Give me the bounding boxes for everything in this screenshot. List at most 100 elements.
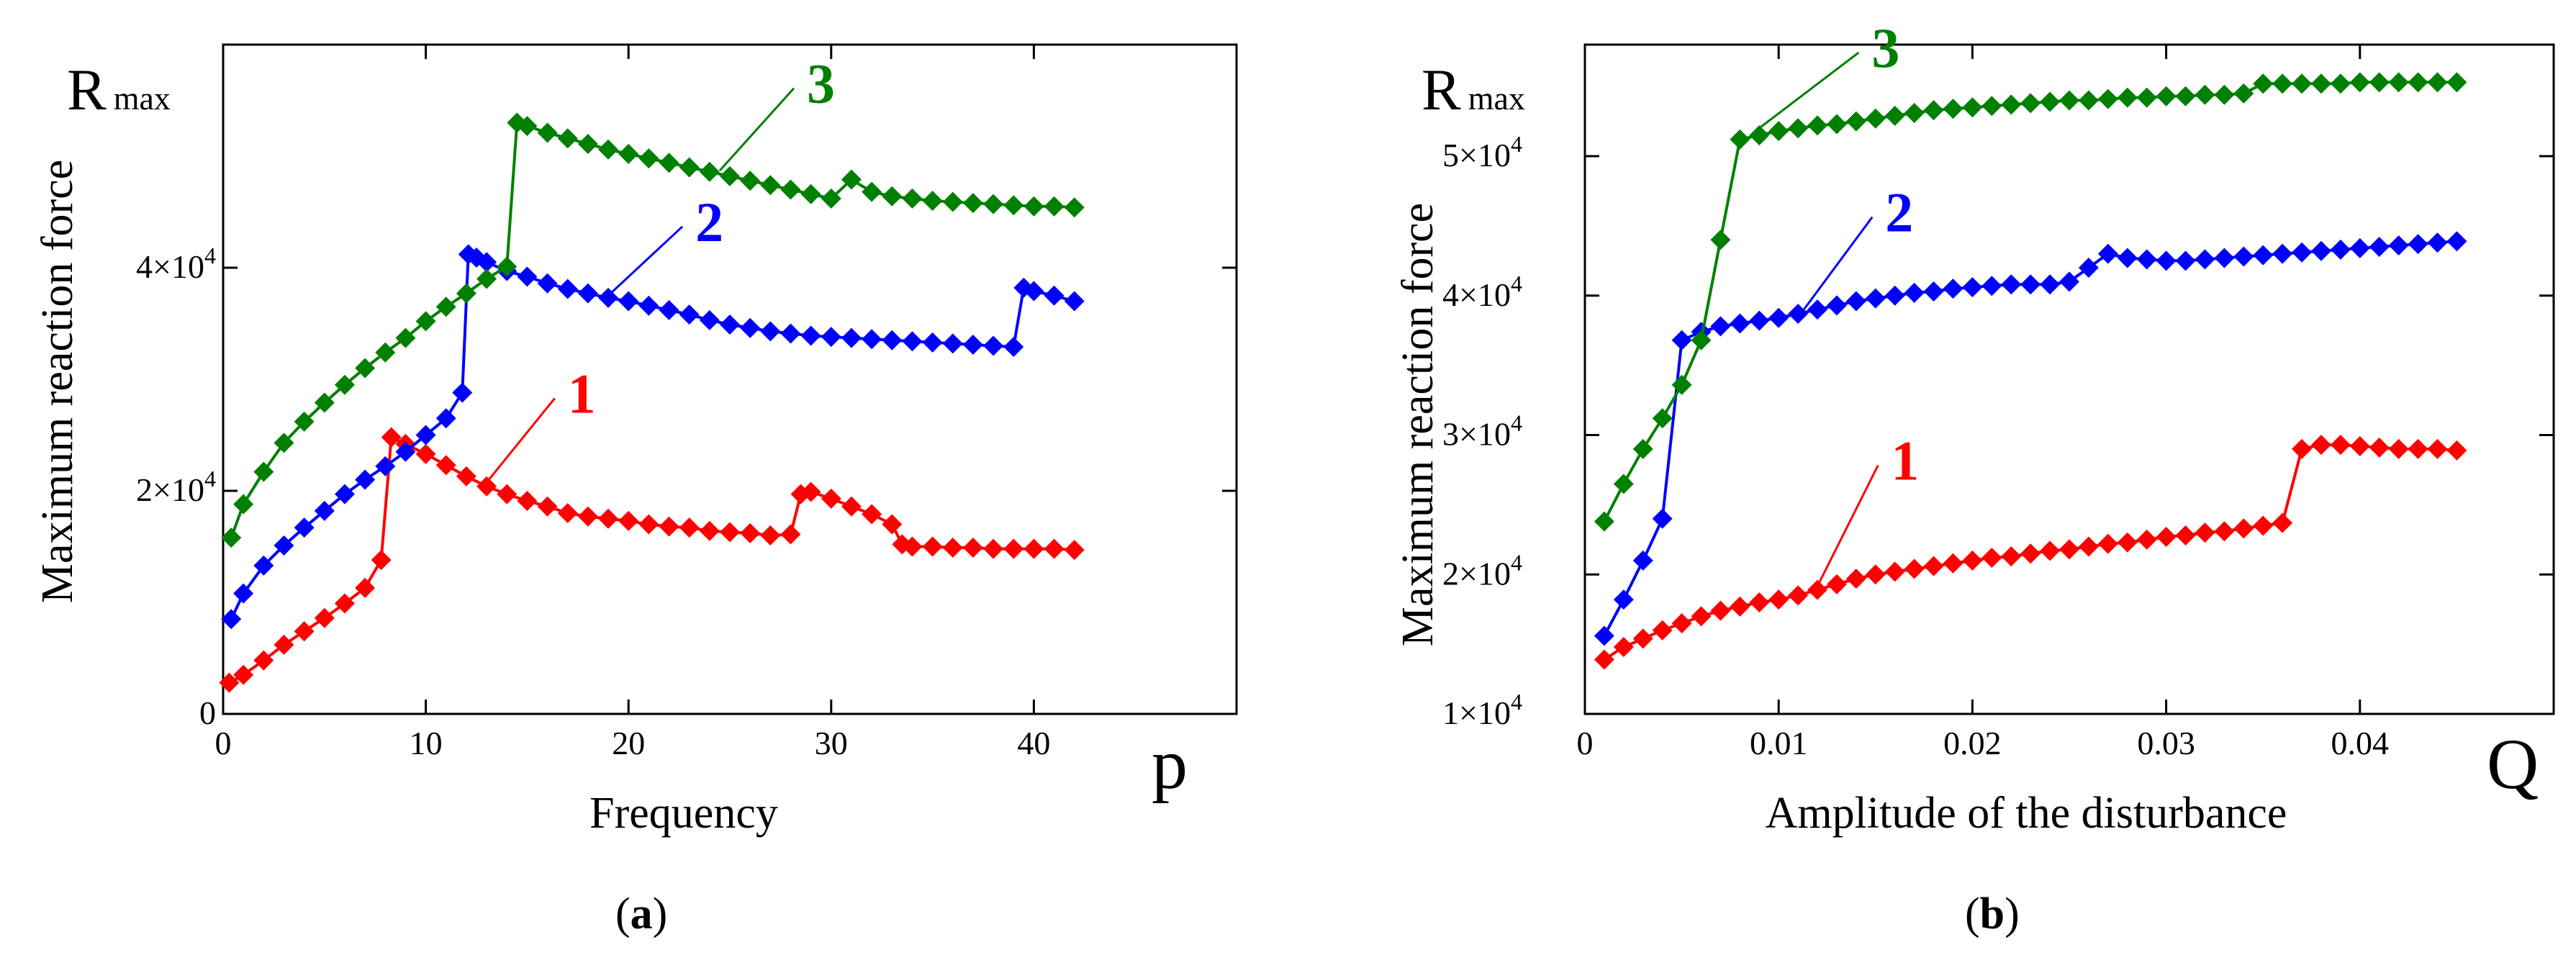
data-point (659, 299, 679, 320)
data-point (577, 133, 598, 154)
data-point (902, 188, 923, 209)
y-tick-label-base: 4×10 (1442, 276, 1511, 313)
data-point (2253, 245, 2274, 266)
y-tick-label: 4×104 (1442, 271, 1522, 313)
data-point (1613, 637, 1634, 657)
data-point (375, 342, 396, 363)
data-point (618, 143, 639, 164)
data-point (1632, 550, 1653, 571)
data-point (720, 314, 740, 335)
y-axis-symbol-subscript: max (114, 80, 171, 117)
series-1-line (228, 435, 1075, 684)
data-point (922, 536, 943, 557)
series-1-leader (1812, 464, 1879, 595)
data-point (415, 311, 436, 332)
data-point (1981, 548, 2002, 568)
data-point (780, 524, 801, 545)
data-point (659, 516, 679, 537)
series-3-label: 3 (807, 53, 835, 115)
data-point (2388, 438, 2409, 459)
data-point (1064, 540, 1085, 561)
data-point (2292, 242, 2313, 263)
panel-label-letter: a (631, 890, 653, 938)
data-point (2175, 525, 2196, 546)
data-point (1943, 279, 1963, 299)
x-tick-label: 20 (612, 725, 645, 761)
data-point (355, 469, 376, 490)
data-point (274, 535, 294, 556)
data-point (1807, 299, 1828, 320)
data-point (1749, 310, 1770, 331)
data-point (314, 392, 335, 413)
data-point (1788, 303, 1809, 324)
data-point (219, 672, 240, 693)
data-point (1749, 592, 1770, 612)
data-point (2214, 248, 2235, 268)
data-point (1710, 230, 1731, 250)
data-point (2272, 243, 2293, 264)
data-point (2040, 91, 2061, 112)
data-point (2369, 72, 2390, 93)
data-point (1064, 197, 1085, 218)
data-point (2427, 72, 2448, 93)
data-point (294, 411, 315, 432)
data-point (1826, 295, 1847, 316)
data-point (2078, 90, 2099, 111)
data-point (882, 514, 903, 535)
y-tick-label-exponent: 4 (1511, 410, 1522, 436)
data-point (780, 179, 801, 200)
data-point (557, 279, 578, 299)
data-point (2408, 72, 2428, 93)
data-point (922, 332, 943, 353)
y-tick-label: 5×104 (1442, 131, 1522, 173)
y-tick-label-exponent: 4 (1511, 271, 1522, 297)
data-point (355, 358, 376, 379)
data-point (415, 425, 436, 445)
data-point (1710, 316, 1731, 337)
data-point (395, 441, 416, 462)
data-point (1884, 561, 1905, 582)
data-point (1768, 589, 1789, 610)
data-point (233, 583, 254, 604)
data-point (577, 283, 598, 304)
data-point (294, 621, 315, 642)
y-tick-label-base: 5×10 (1442, 137, 1511, 173)
data-point (983, 194, 1004, 214)
data-point (1845, 111, 1866, 132)
data-point (1865, 288, 1886, 309)
data-point (942, 538, 963, 558)
data-point (2020, 274, 2041, 295)
data-point (2330, 435, 2351, 456)
data-point (1671, 613, 1692, 634)
series-3-leader (718, 87, 795, 172)
data-point (2330, 239, 2351, 260)
data-point (800, 325, 821, 346)
data-point (821, 327, 841, 348)
data-point (2097, 89, 2118, 109)
data-point (2001, 274, 2022, 295)
data-point (1962, 550, 1983, 571)
x-tick-label: 0 (1577, 725, 1594, 761)
data-point (679, 304, 700, 325)
series-1-label: 1 (1891, 430, 1919, 492)
data-point (1691, 330, 1712, 350)
data-point (2020, 543, 2041, 564)
data-point (598, 287, 619, 308)
data-point (2253, 73, 2274, 94)
data-point (1749, 125, 1770, 145)
data-point (862, 181, 882, 202)
data-point (2195, 522, 2215, 543)
data-point (902, 331, 923, 352)
data-point (1845, 569, 1866, 589)
x-tick-label: 0.04 (2331, 725, 2390, 761)
data-point (1730, 313, 1750, 334)
data-point (2136, 529, 2157, 550)
data-point (1594, 511, 1614, 532)
x-tick-label: 40 (1017, 725, 1050, 761)
data-point (1788, 118, 1809, 139)
data-point (2059, 539, 2079, 560)
data-point (381, 427, 402, 448)
panel-label-close: ) (653, 890, 668, 938)
data-point (415, 443, 436, 464)
y-tick-label: 2×104 (1442, 549, 1522, 592)
